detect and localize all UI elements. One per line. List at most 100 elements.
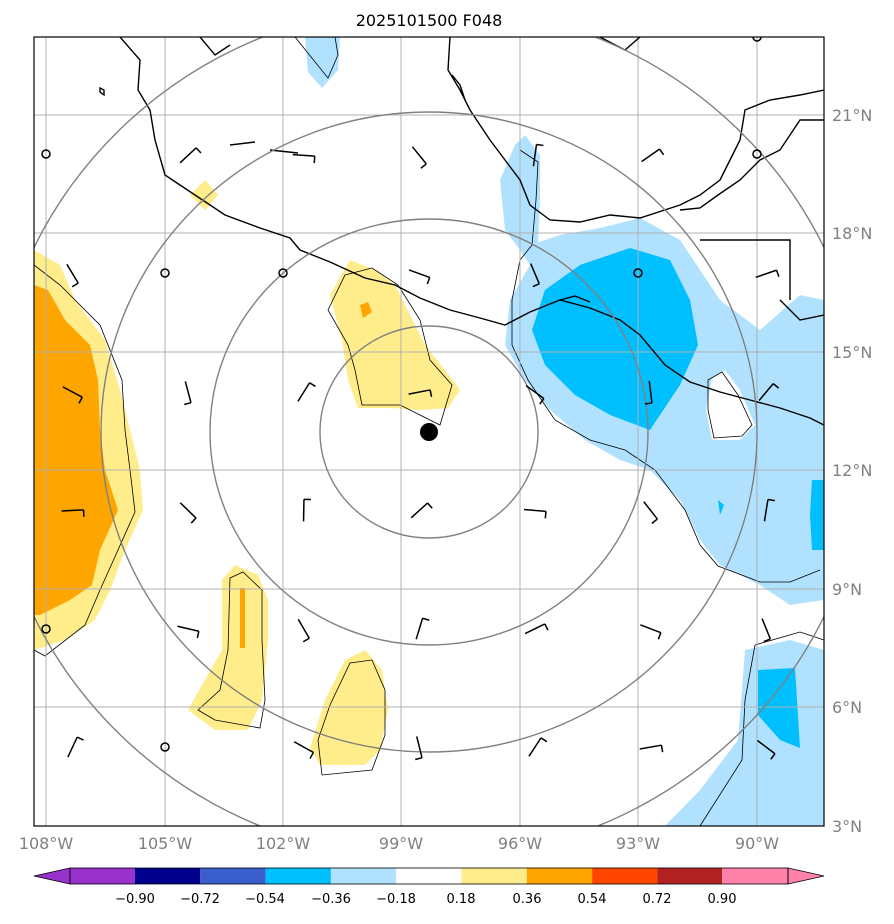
contour-east-pocket bbox=[707, 371, 753, 439]
wind-barb-shaft bbox=[529, 263, 540, 285]
wind-barb bbox=[525, 384, 545, 405]
wind-barb-flag bbox=[544, 511, 547, 519]
wind-barb-shaft bbox=[66, 263, 79, 284]
calm-marker bbox=[633, 268, 643, 278]
colorbar-segment bbox=[526, 868, 593, 884]
wind-barb bbox=[302, 498, 311, 522]
colorbar-label: 0.54 bbox=[578, 892, 607, 907]
x-tick-labels: 108°W 105°W 102°W 99°W 96°W 93°W 90°W bbox=[19, 834, 779, 853]
wind-barb-flag bbox=[426, 277, 431, 285]
wind-barb bbox=[758, 383, 780, 401]
gulf-inset-coastline bbox=[451, 74, 466, 101]
wind-barb-flag bbox=[422, 617, 430, 621]
wind-barb bbox=[177, 625, 200, 639]
wind-barb-shaft bbox=[524, 623, 546, 635]
wind-barb bbox=[410, 502, 433, 519]
negative-anomaly-southeast-inner bbox=[758, 668, 800, 748]
wind-barb-flag bbox=[544, 623, 549, 631]
colorbar-label: −0.18 bbox=[376, 892, 416, 907]
wind-barb-shaft bbox=[408, 269, 430, 279]
calm-marker bbox=[752, 149, 762, 159]
wind-barb bbox=[640, 624, 662, 640]
wind-barb-shaft bbox=[640, 624, 662, 634]
calm-marker bbox=[160, 268, 170, 278]
wind-barb bbox=[755, 269, 780, 278]
contour-southwest bbox=[197, 571, 266, 729]
colorbar-segment bbox=[70, 868, 135, 884]
map-frame bbox=[33, 36, 825, 827]
range-ring-3 bbox=[100, 111, 758, 753]
wind-barb-shaft bbox=[639, 744, 662, 750]
wind-barb bbox=[644, 381, 653, 405]
colorbar-label: 0.90 bbox=[708, 892, 737, 907]
wind-barb bbox=[763, 498, 775, 522]
wind-barb-flag bbox=[71, 282, 79, 288]
y-tick-label: 12°N bbox=[832, 461, 872, 480]
wind-barb bbox=[415, 736, 423, 761]
wind-barb bbox=[292, 153, 316, 164]
wind-barb-shaft bbox=[179, 502, 197, 519]
wind-barb-shaft bbox=[758, 383, 774, 401]
x-tick-label: 90°W bbox=[735, 834, 779, 853]
positive-anomaly-southwest-core bbox=[240, 588, 245, 648]
negative-anomaly-east-edge bbox=[810, 480, 824, 550]
colorbar-segment bbox=[265, 868, 331, 884]
y-tick-label: 18°N bbox=[832, 224, 872, 243]
y-tick-label: 9°N bbox=[832, 580, 862, 599]
wind-barb-shaft bbox=[755, 269, 777, 278]
wind-barb-shaft bbox=[62, 386, 83, 398]
wind-barb bbox=[415, 617, 430, 640]
wind-barb bbox=[639, 744, 664, 753]
wind-barb-flag bbox=[190, 517, 197, 524]
map-title: 2025101500 F048 bbox=[356, 11, 503, 30]
x-tick-label: 102°W bbox=[256, 834, 311, 853]
colorbar-label: −0.72 bbox=[180, 892, 220, 907]
wind-barb bbox=[297, 618, 310, 643]
neutral-pocket-east bbox=[706, 370, 755, 440]
y-tick-label: 21°N bbox=[832, 106, 872, 125]
wind-barb-flag bbox=[309, 752, 315, 759]
x-tick-label: 93°W bbox=[616, 834, 660, 853]
positive-anomaly-central bbox=[330, 260, 460, 410]
negative-anomaly-north-small bbox=[305, 37, 340, 88]
wind-barb-flag bbox=[657, 632, 662, 640]
wind-barb bbox=[532, 143, 544, 167]
contour-central bbox=[327, 267, 453, 426]
wind-barb-flag bbox=[415, 757, 423, 761]
wind-barb-flag bbox=[426, 502, 433, 509]
wind-barb bbox=[761, 618, 772, 643]
wind-barb-flag bbox=[309, 382, 316, 388]
range-ring-1 bbox=[319, 325, 539, 539]
wind-barb-layer bbox=[61, 143, 780, 761]
wind-barb-shaft bbox=[293, 741, 314, 754]
colorbar-segment bbox=[135, 868, 201, 884]
wind-barb bbox=[523, 508, 547, 519]
calm-marker-layer bbox=[41, 37, 762, 752]
calm-marker bbox=[41, 149, 51, 159]
wind-barb bbox=[408, 269, 431, 285]
positive-anomaly-central-core bbox=[360, 302, 372, 318]
y-tick-labels: 21°N 18°N 15°N 12°N 9°N 6°N 3°N bbox=[832, 106, 872, 836]
wind-barb bbox=[179, 502, 197, 524]
gulf-coastline bbox=[447, 37, 824, 223]
wind-barb-shaft bbox=[179, 147, 197, 164]
range-ring-2 bbox=[209, 218, 649, 646]
wind-barb-flag bbox=[651, 518, 658, 524]
wind-barb-flag bbox=[539, 398, 545, 405]
island-outline bbox=[99, 86, 105, 97]
coastline-layer bbox=[99, 37, 824, 426]
wind-barb-shaft bbox=[528, 737, 542, 757]
colorbar-labels: −0.90 −0.72 −0.54 −0.36 −0.18 0.18 0.36 … bbox=[115, 892, 736, 907]
calm-marker bbox=[278, 268, 288, 278]
wind-barb-flag bbox=[644, 402, 653, 405]
wind-barb-flag bbox=[540, 737, 548, 743]
wind-barb-shaft bbox=[408, 389, 431, 395]
wind-barb bbox=[528, 737, 548, 757]
wind-barb-flag bbox=[532, 283, 540, 288]
wind-barb bbox=[62, 386, 83, 404]
colorbar-label: 0.72 bbox=[643, 892, 672, 907]
wind-barb bbox=[411, 146, 427, 169]
coast-segment-b bbox=[559, 295, 591, 303]
wind-barb-shaft bbox=[184, 381, 192, 403]
